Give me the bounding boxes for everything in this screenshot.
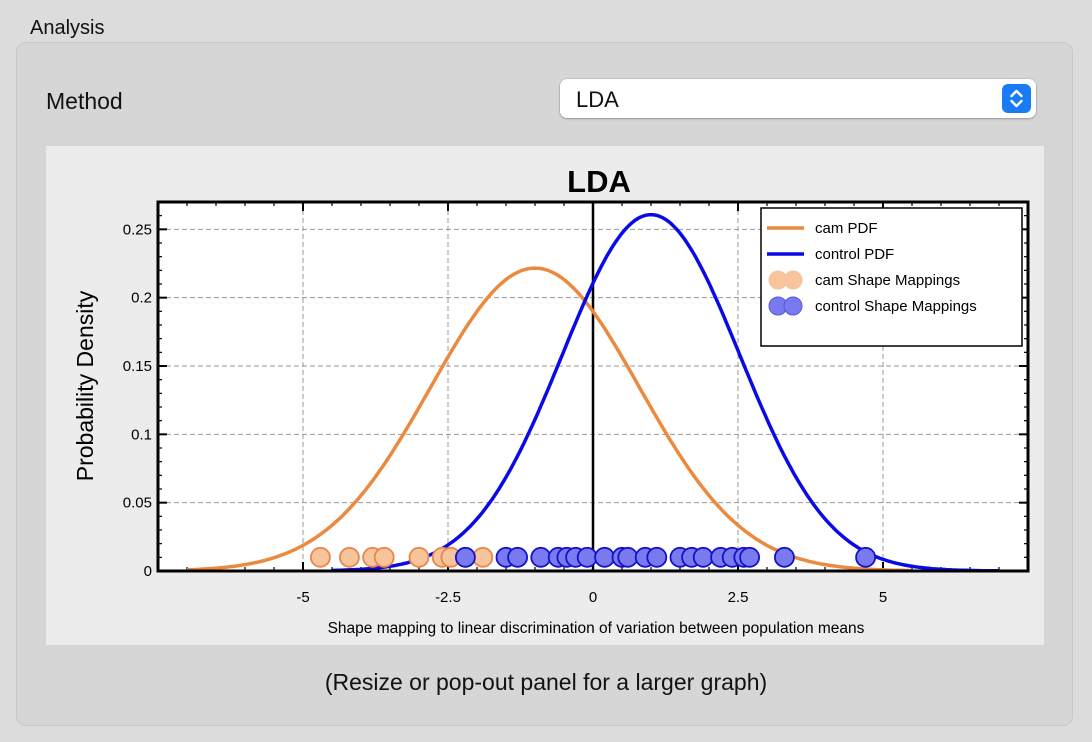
y-tick-label: 0.2 <box>131 290 152 307</box>
method-label: Method <box>46 88 123 114</box>
chevron-up-down-icon[interactable] <box>1002 84 1031 113</box>
y-tick-label: 0.1 <box>131 426 152 443</box>
legend-label: cam Shape Mappings <box>815 272 960 289</box>
y-tick-label: 0.25 <box>123 221 152 238</box>
x-tick-label: -5 <box>296 589 309 606</box>
legend-box <box>760 207 1023 347</box>
y-tick-label: 0.15 <box>123 358 152 375</box>
legend-label: control PDF <box>815 246 894 263</box>
method-select-value: LDA <box>576 87 619 112</box>
legend-label: control Shape Mappings <box>815 298 977 315</box>
data-point-control-shape-mappings <box>646 546 668 568</box>
data-point-control-shape-mappings <box>855 546 876 568</box>
x-tick-label: -2.5 <box>435 589 461 606</box>
data-point-control-shape-mappings <box>454 546 476 568</box>
data-point-control-shape-mappings <box>594 546 615 568</box>
legend-swatch <box>783 296 803 316</box>
data-point-control-shape-mappings <box>507 546 529 568</box>
axes-frame <box>156 200 1030 573</box>
data-point-control-shape-mappings <box>617 546 639 568</box>
data-point-control-shape-mappings <box>739 546 760 568</box>
x-tick-label: 5 <box>879 589 887 606</box>
data-point-control-shape-mappings <box>774 546 795 568</box>
group-title: Analysis <box>30 17 105 39</box>
data-point-cam-shape-mappings <box>472 546 494 568</box>
data-point-cam-shape-mappings <box>338 546 360 568</box>
data-point-control-shape-mappings <box>692 546 714 568</box>
chart-title: LDA <box>567 164 631 199</box>
data-point-control-shape-mappings <box>530 546 552 568</box>
data-point-cam-shape-mappings <box>309 546 331 568</box>
lda-chart: -5 -2.5 0 2.5 5 0 0.05 0.1 0.15 0.2 0.25 LDA Shape m… <box>72 164 1030 637</box>
x-tick-label: 2.5 <box>728 589 749 606</box>
method-select[interactable]: LDA <box>560 79 1036 118</box>
data-point-cam-shape-mappings <box>408 546 430 568</box>
legend-swatch <box>783 270 803 290</box>
x-axis-label: Shape mapping to linear discrimination o… <box>328 620 865 637</box>
chart-panel: -5 -2.5 0 2.5 5 0 0.05 0.1 0.15 0.2 0.25 LDA Shape m… <box>46 146 1044 645</box>
legend-label: cam PDF <box>815 220 878 237</box>
y-tick-label: 0.05 <box>123 495 152 512</box>
resize-hint: (Resize or pop-out panel for a larger gr… <box>324 669 768 695</box>
x-tick-label: 0 <box>589 589 597 606</box>
y-tick-label: 0 <box>144 563 152 580</box>
y-axis-label: Probability Density <box>72 290 98 481</box>
data-point-cam-shape-mappings <box>373 546 395 568</box>
data-point-control-shape-mappings <box>576 546 598 568</box>
